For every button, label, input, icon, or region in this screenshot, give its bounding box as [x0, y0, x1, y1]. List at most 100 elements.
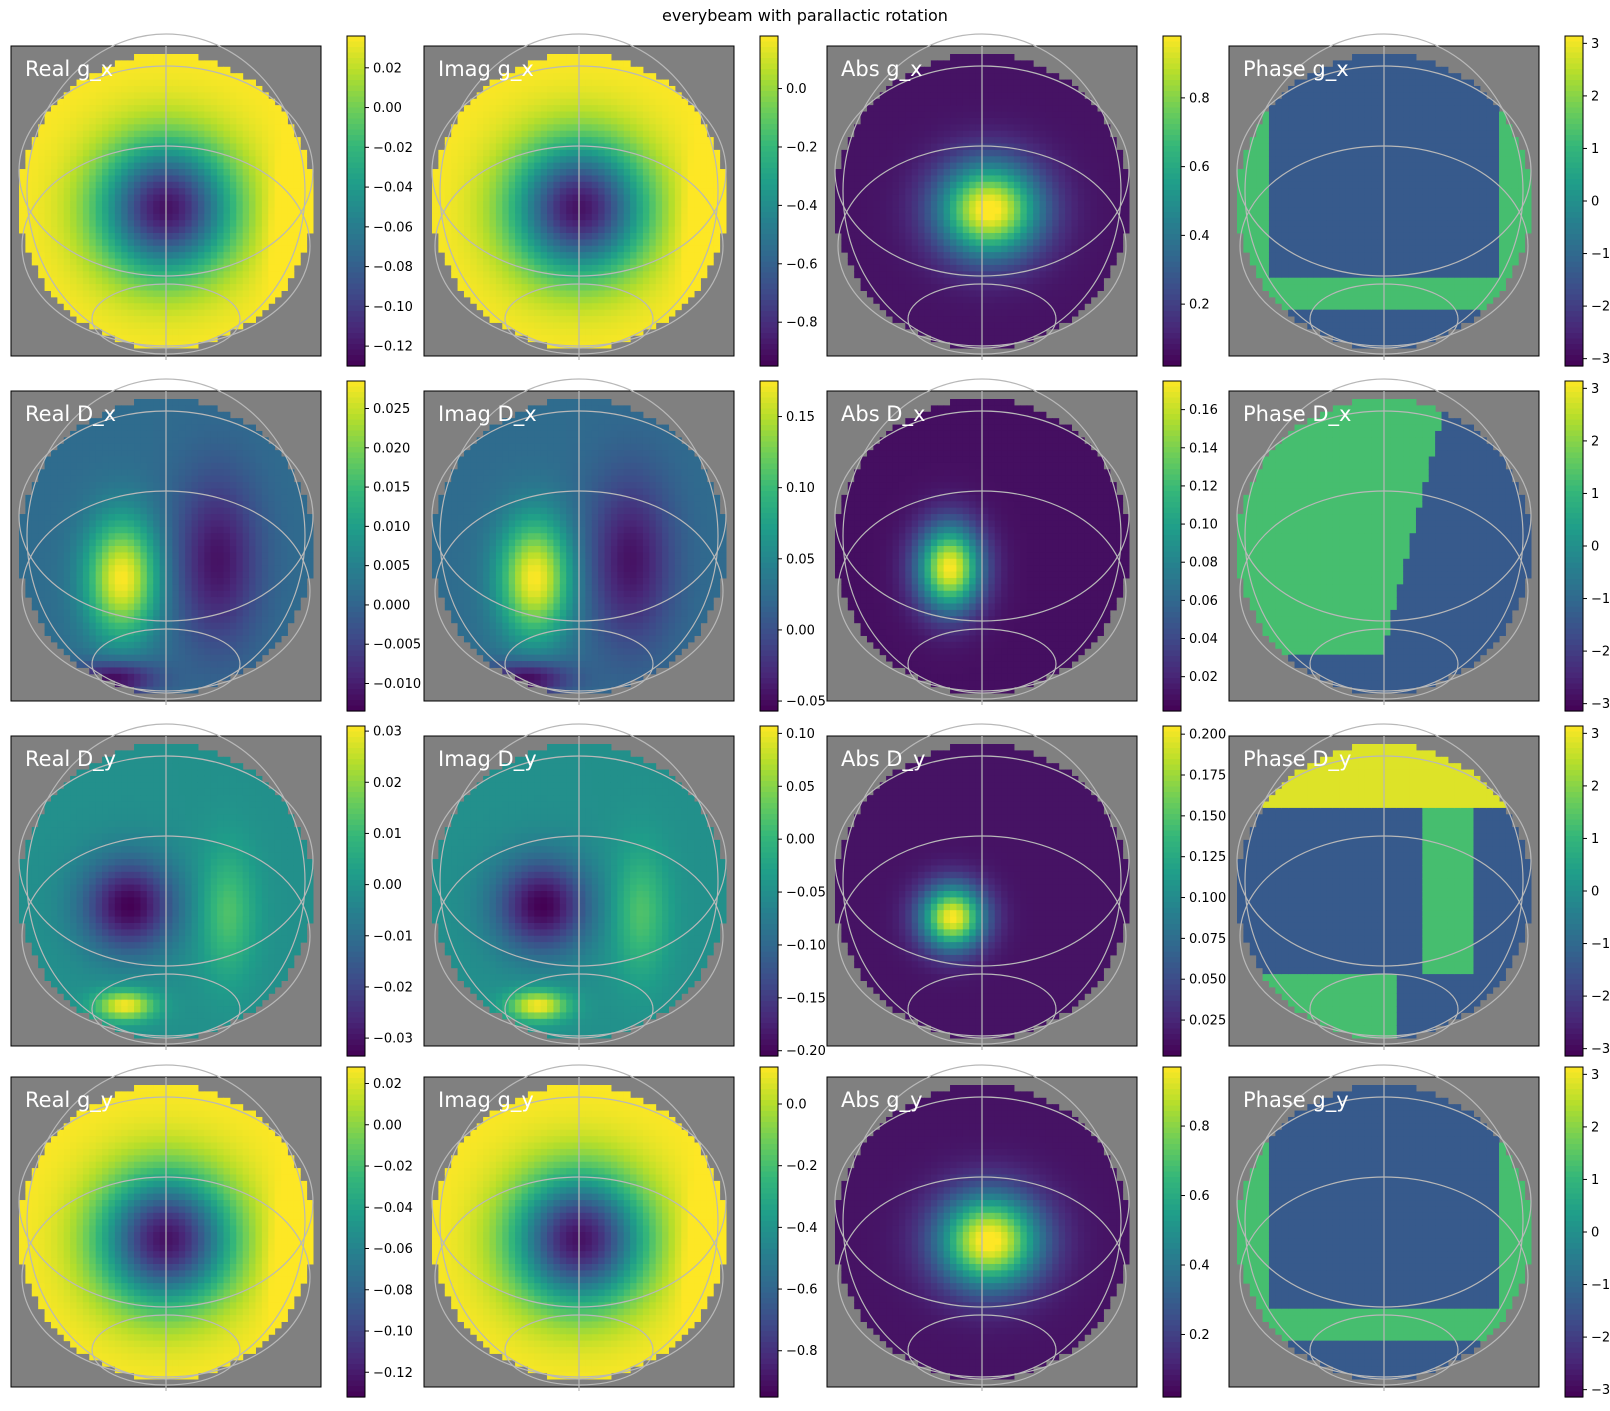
heatmap-cell: [1065, 194, 1072, 202]
heatmap-cell: [636, 290, 644, 298]
heatmap-cell: [63, 290, 71, 298]
heatmap-cell: [242, 194, 250, 202]
heatmap-cell: [700, 220, 708, 228]
heatmap-cell: [470, 162, 478, 170]
heatmap-cell: [873, 169, 881, 176]
heatmap-cell: [102, 296, 109, 304]
heatmap-cell: [1020, 328, 1028, 336]
heatmap-cell: [102, 322, 109, 330]
heatmap-cell: [950, 60, 957, 68]
heatmap-cell: [610, 149, 618, 157]
heatmap-cell: [911, 98, 919, 106]
heatmap-cell: [57, 194, 65, 202]
heatmap-cell: [82, 220, 90, 228]
heatmap-cell: [886, 220, 894, 228]
heatmap-cell: [950, 309, 957, 317]
heatmap-cell: [470, 137, 478, 144]
heatmap-cell: [534, 322, 542, 330]
heatmap-cell: [630, 309, 638, 317]
heatmap-cell: [969, 290, 977, 298]
heatmap-cell: [1052, 181, 1060, 189]
heatmap-cell: [50, 105, 58, 113]
heatmap-cell: [886, 169, 894, 176]
heatmap-cell: [892, 169, 900, 176]
heatmap-cell: [975, 309, 983, 317]
heatmap-cell: [866, 188, 874, 196]
heatmap-cell: [438, 220, 446, 228]
heatmap-cell: [1033, 316, 1041, 323]
heatmap-cell: [540, 149, 548, 157]
heatmap-cell: [108, 105, 116, 113]
heatmap-cell: [674, 303, 682, 311]
heatmap-cell: [89, 117, 97, 125]
heatmap-cell: [249, 316, 256, 323]
heatmap-cell: [76, 245, 84, 253]
heatmap-cell: [719, 213, 727, 221]
heatmap-cell: [515, 105, 522, 113]
heatmap-cell: [444, 194, 452, 202]
heatmap-cell: [444, 213, 452, 221]
heatmap-cell: [623, 194, 631, 202]
heatmap-cell: [566, 79, 574, 87]
heatmap-cell: [63, 264, 71, 272]
heatmap-cell: [937, 130, 945, 138]
heatmap-cell: [38, 149, 46, 157]
heatmap-cell: [134, 188, 141, 196]
heatmap-cell: [261, 271, 269, 279]
heatmap-cell: [962, 284, 970, 291]
heatmap-cell: [140, 169, 148, 176]
heatmap-cell: [994, 322, 1002, 330]
heatmap-cell: [591, 316, 599, 323]
heatmap-cell: [617, 156, 625, 164]
heatmap-cell: [166, 335, 173, 343]
heatmap-cell: [943, 245, 951, 253]
heatmap-cell: [604, 124, 612, 132]
heatmap-cell: [559, 271, 567, 279]
heatmap-cell: [63, 201, 71, 208]
heatmap-cell: [937, 124, 945, 132]
heatmap-cell: [268, 296, 276, 304]
heatmap-cell: [127, 322, 135, 330]
heatmap-cell: [585, 239, 593, 247]
heatmap-cell: [508, 143, 516, 151]
heatmap-cell: [566, 245, 574, 253]
heatmap-cell: [1039, 264, 1047, 272]
heatmap-cell: [89, 73, 97, 81]
heatmap-cell: [559, 296, 567, 304]
heatmap-cell: [261, 169, 269, 176]
heatmap-cell: [255, 284, 263, 291]
heatmap-cell: [700, 149, 708, 157]
heatmap-cell: [700, 252, 708, 260]
heatmap-cell: [969, 143, 977, 151]
heatmap-cell: [681, 264, 689, 272]
heatmap-cell: [898, 149, 906, 157]
heatmap-cell: [700, 213, 708, 221]
heatmap-cell: [229, 137, 237, 144]
heatmap-cell: [610, 181, 618, 189]
heatmap-cell: [82, 124, 90, 132]
heatmap-cell: [604, 264, 612, 272]
colorbar-step: [347, 184, 365, 191]
heatmap-cell: [153, 252, 161, 260]
heatmap-cell: [470, 252, 478, 260]
heatmap-cell: [975, 117, 983, 125]
heatmap-cell: [281, 220, 288, 228]
heatmap-cell: [470, 124, 478, 132]
heatmap-cell: [604, 252, 612, 260]
heatmap-cell: [38, 194, 46, 202]
heatmap-cell: [905, 124, 913, 132]
heatmap-cell: [210, 85, 218, 93]
panel-2: Imag g_x0.0−0.2−0.4−0.6−0.8: [423, 33, 818, 367]
heatmap-cell: [502, 85, 510, 93]
heatmap-cell: [610, 258, 618, 266]
heatmap-cell: [229, 201, 237, 208]
heatmap-cell: [185, 252, 193, 260]
heatmap-cell: [82, 175, 90, 183]
heatmap-cell: [502, 169, 510, 176]
heatmap-cell: [610, 303, 618, 311]
heatmap-cell: [57, 258, 65, 266]
heatmap-cell: [476, 201, 484, 208]
heatmap-cell: [287, 258, 295, 266]
heatmap-cell: [598, 201, 606, 208]
heatmap-cell: [217, 92, 225, 100]
